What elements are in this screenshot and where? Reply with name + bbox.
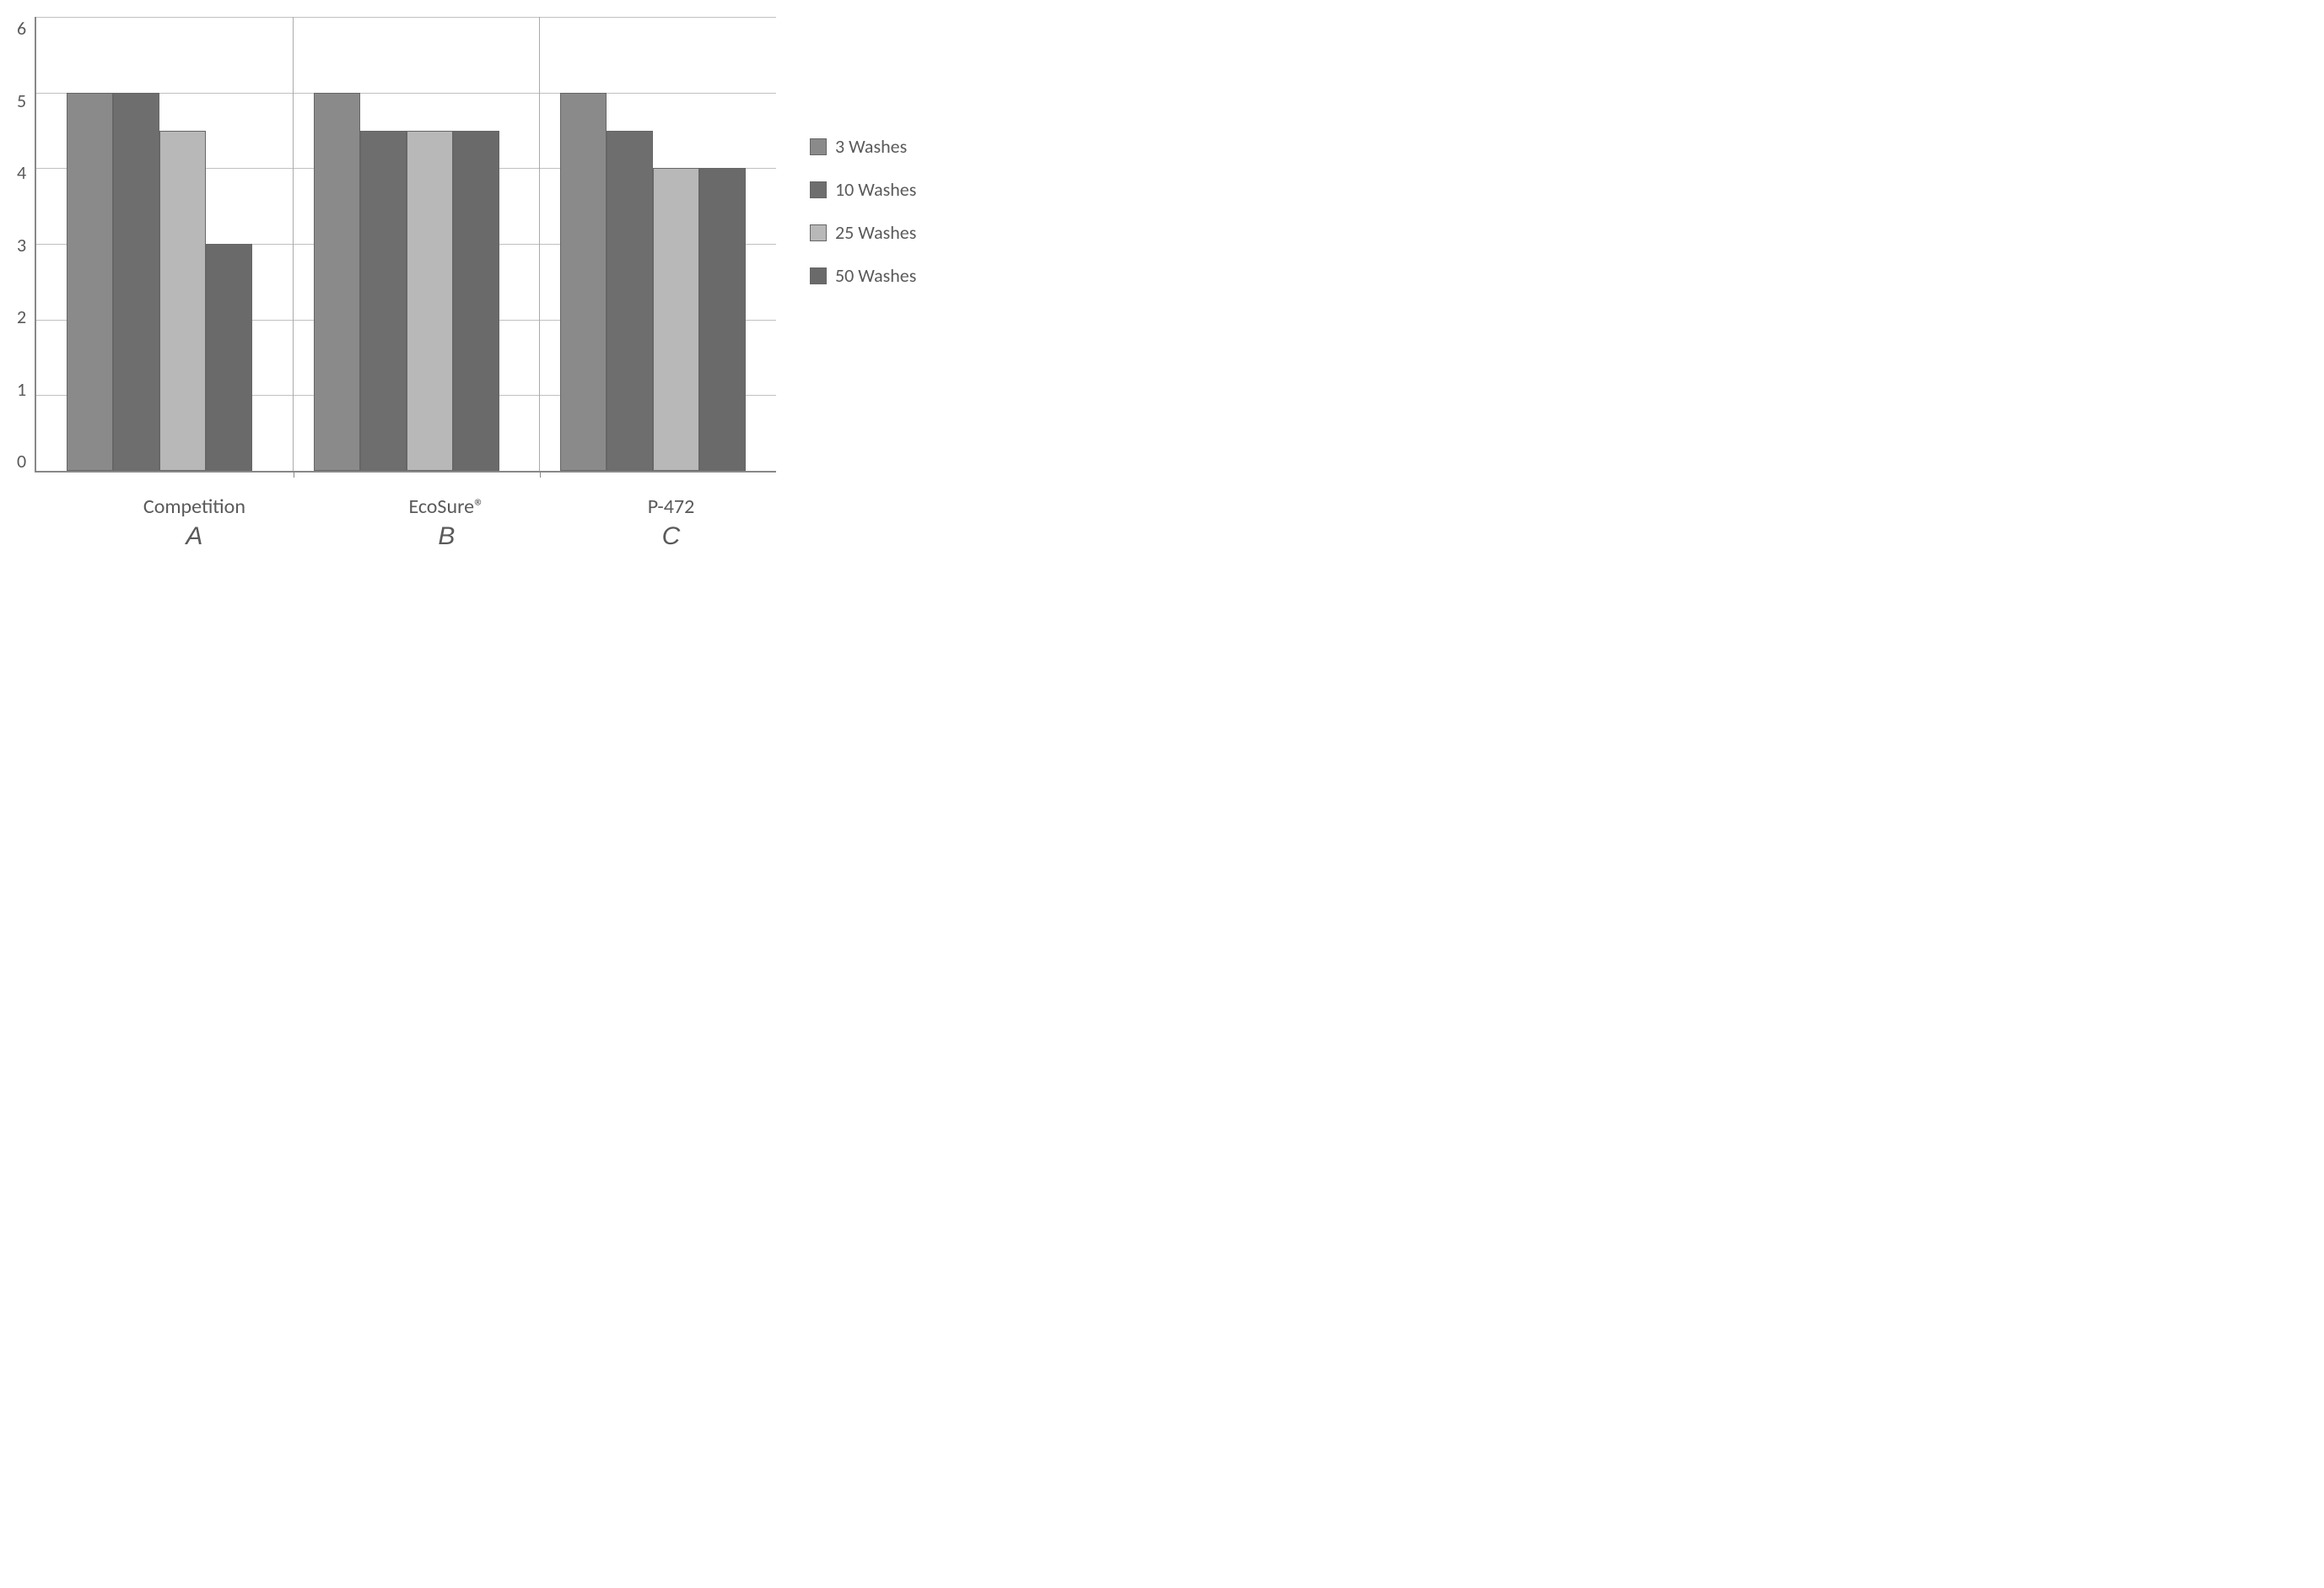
legend-item: 50 Washes (810, 264, 916, 287)
bar (453, 131, 499, 472)
bar (113, 93, 159, 471)
bar-chart: 6 5 4 3 2 1 0 (17, 17, 776, 523)
legend-item: 3 Washes (810, 135, 916, 158)
chart-container: 6 5 4 3 2 1 0 (17, 17, 2307, 523)
y-tick: 2 (17, 305, 26, 328)
group-tick (540, 471, 541, 478)
y-tick: 4 (17, 161, 26, 184)
legend-swatch (810, 138, 827, 155)
y-tick: 1 (17, 378, 26, 401)
bar-group-competition (46, 17, 272, 471)
bar (653, 168, 699, 471)
bar (67, 93, 113, 471)
legend-swatch (810, 224, 827, 241)
legend-item: 10 Washes (810, 178, 916, 201)
bar (206, 244, 252, 471)
x-label-letter: C (662, 522, 681, 551)
y-tick: 3 (17, 234, 26, 257)
y-tick: 5 (17, 89, 26, 112)
bar (607, 131, 653, 472)
legend-swatch (810, 181, 827, 198)
x-label: Competition A (143, 494, 245, 551)
y-axis: 6 5 4 3 2 1 0 (17, 17, 35, 473)
bar (314, 93, 360, 471)
x-label-name: Competition (143, 494, 245, 519)
legend-label: 25 Washes (835, 221, 916, 244)
x-label-name: P-472 (648, 494, 695, 519)
legend-item: 25 Washes (810, 221, 916, 244)
bar (360, 131, 407, 472)
y-tick: 6 (17, 17, 26, 40)
x-label-name: EcoSure® (408, 494, 484, 519)
x-label-letter: B (438, 522, 455, 551)
bar (560, 93, 607, 471)
x-axis-labels: Competition A EcoSure® B P-472 C (62, 494, 776, 551)
bar-group-p472 (539, 17, 766, 471)
legend-label: 10 Washes (835, 178, 916, 201)
plot-area: Competition A EcoSure® B P-472 C (35, 17, 776, 473)
x-label: P-472 C (648, 494, 695, 551)
legend-label: 50 Washes (835, 264, 916, 287)
bar-group-ecosure (293, 17, 520, 471)
y-tick: 0 (17, 450, 26, 473)
bar (699, 168, 746, 471)
x-label-letter: A (186, 522, 202, 551)
bar-groups (36, 17, 776, 471)
x-label: EcoSure® B (408, 494, 484, 551)
bar (159, 131, 206, 472)
legend: 3 Washes 10 Washes 25 Washes 50 Washes (810, 135, 916, 287)
legend-swatch (810, 267, 827, 284)
legend-label: 3 Washes (835, 135, 907, 158)
bar (407, 131, 453, 472)
